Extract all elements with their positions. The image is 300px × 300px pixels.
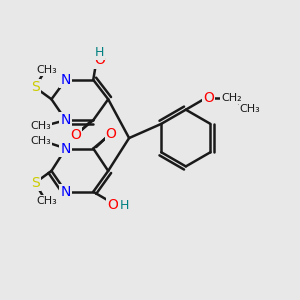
Text: N: N <box>61 73 71 87</box>
Text: O: O <box>94 53 105 68</box>
Text: N: N <box>61 142 71 155</box>
Text: N: N <box>61 185 71 199</box>
Text: O: O <box>203 91 214 105</box>
Text: CH₃: CH₃ <box>36 65 57 75</box>
Text: O: O <box>70 128 81 142</box>
Text: CH₂: CH₂ <box>221 93 242 103</box>
Text: O: O <box>107 198 118 212</box>
Text: N: N <box>61 113 71 127</box>
Text: CH₃: CH₃ <box>30 136 51 146</box>
Text: CH₃: CH₃ <box>240 104 260 114</box>
Text: S: S <box>31 176 39 190</box>
Text: S: S <box>31 80 39 94</box>
Text: H: H <box>119 199 129 212</box>
Text: CH₃: CH₃ <box>30 121 51 131</box>
Text: CH₃: CH₃ <box>36 196 57 206</box>
Text: O: O <box>106 127 117 141</box>
Text: H: H <box>94 46 104 59</box>
